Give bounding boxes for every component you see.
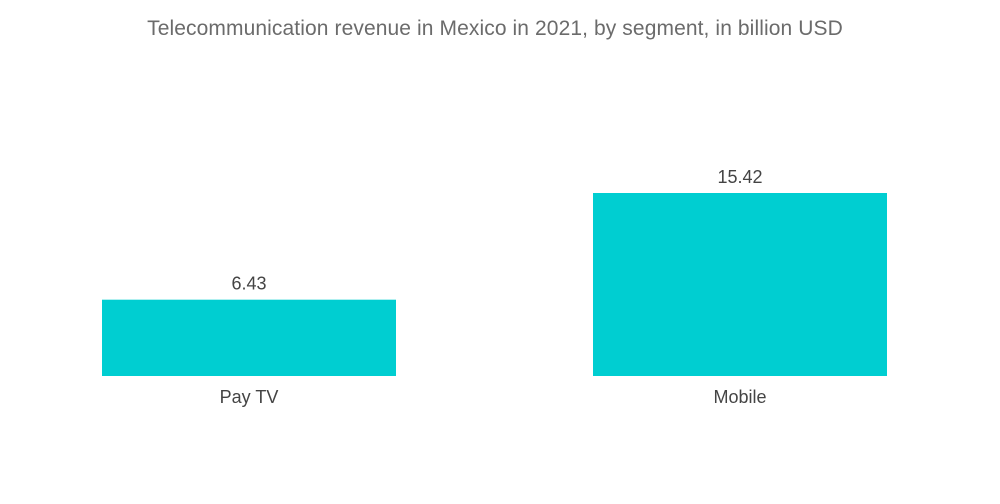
bar-pay-tv (102, 299, 396, 376)
category-labels-group: Pay TV Mobile (220, 387, 767, 407)
bars-group (102, 193, 887, 376)
value-label-pay-tv: 6.43 (231, 274, 266, 294)
chart-title: Telecommunication revenue in Mexico in 2… (147, 17, 843, 40)
bar-mobile (593, 193, 887, 376)
value-labels-group: 6.43 15.42 (231, 167, 762, 294)
category-label-mobile: Mobile (713, 387, 766, 407)
category-label-pay-tv: Pay TV (220, 387, 279, 407)
value-label-mobile: 15.42 (717, 167, 762, 187)
